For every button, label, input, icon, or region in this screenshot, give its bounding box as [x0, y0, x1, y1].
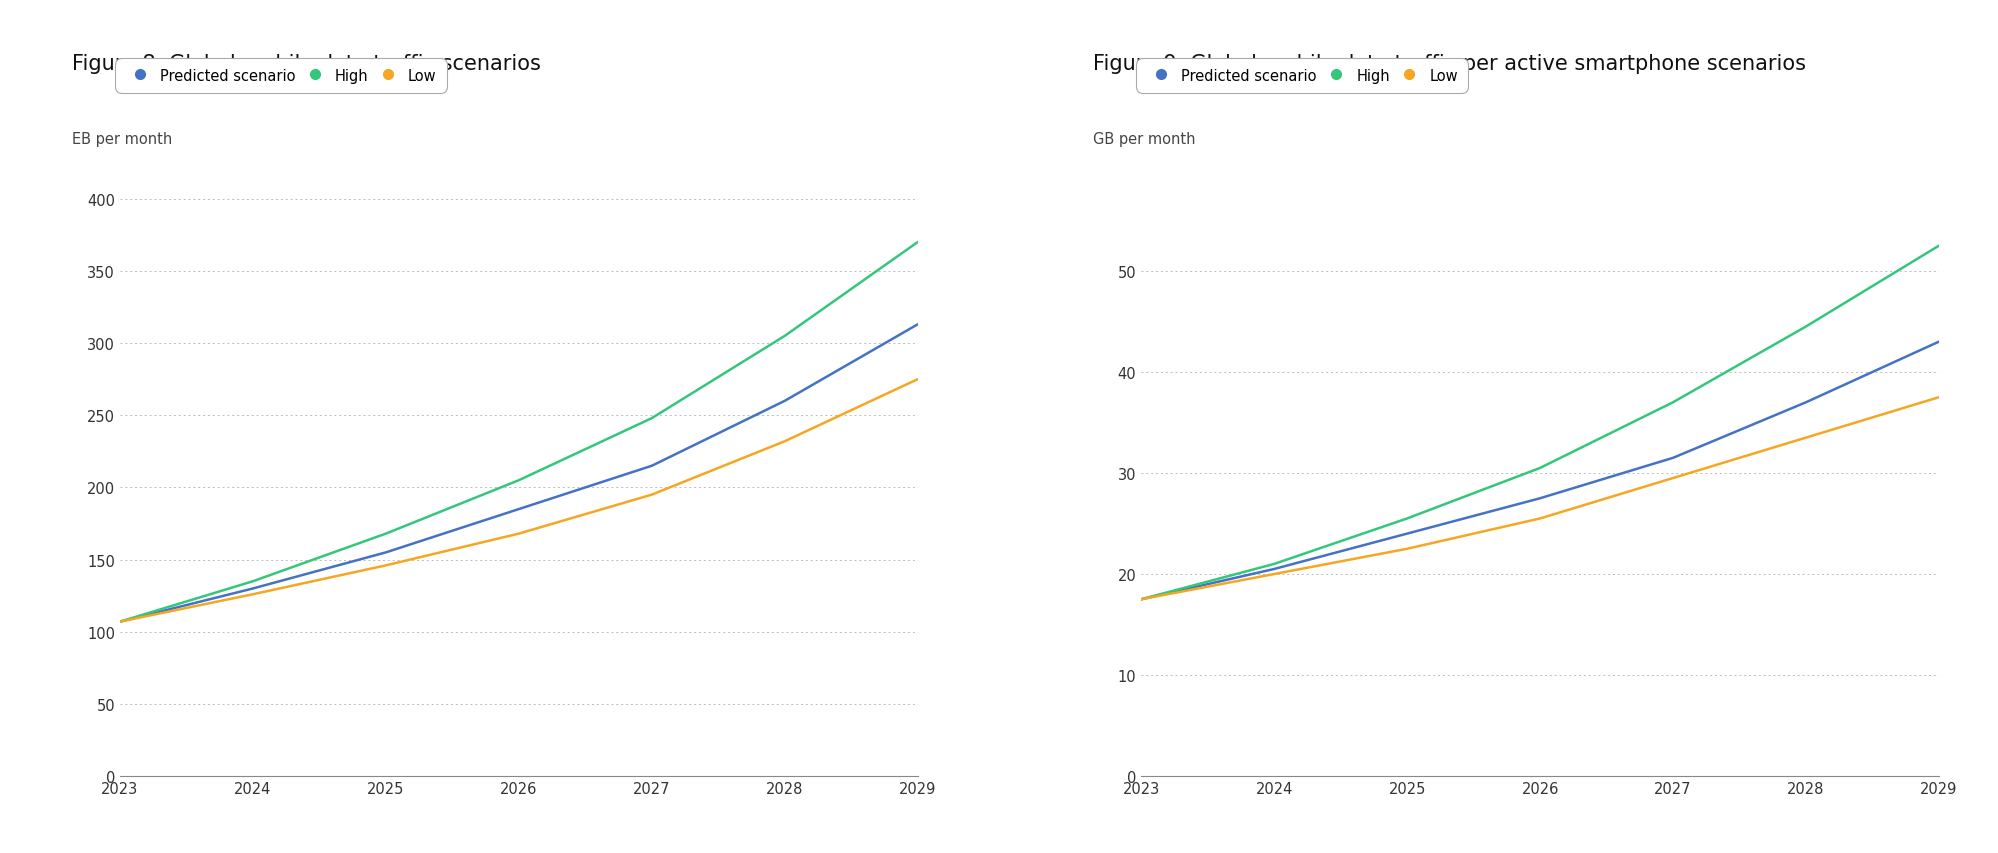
Legend: Predicted scenario, High, Low: Predicted scenario, High, Low — [1141, 63, 1463, 90]
Text: EB per month: EB per month — [72, 131, 172, 147]
Legend: Predicted scenario, High, Low: Predicted scenario, High, Low — [120, 63, 442, 90]
Text: Figure 8: Global mobile data traffic scenarios: Figure 8: Global mobile data traffic sce… — [72, 54, 541, 73]
Text: Figure 9: Global mobile data traffic per active smartphone scenarios: Figure 9: Global mobile data traffic per… — [1093, 54, 1806, 73]
Text: GB per month: GB per month — [1093, 131, 1195, 147]
